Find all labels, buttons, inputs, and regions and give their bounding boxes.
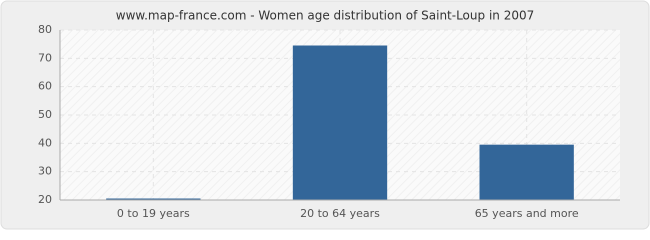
- bar: [292, 45, 388, 201]
- y-tick-label: 80: [38, 23, 52, 36]
- chart: www.map-france.com - Women age distribut…: [0, 0, 650, 230]
- y-tick-label: 70: [38, 51, 52, 64]
- chart-title: www.map-france.com - Women age distribut…: [116, 9, 534, 23]
- y-tick-label: 20: [38, 193, 52, 206]
- bar: [479, 144, 574, 201]
- y-tick-label: 50: [38, 108, 52, 121]
- y-tick-label: 30: [38, 165, 52, 178]
- x-tick-label: 20 to 64 years: [300, 207, 380, 220]
- y-tick-label: 60: [38, 80, 52, 93]
- x-tick-label: 0 to 19 years: [117, 207, 190, 220]
- x-tick-label: 65 years and more: [475, 207, 579, 220]
- y-tick-label: 40: [38, 136, 52, 149]
